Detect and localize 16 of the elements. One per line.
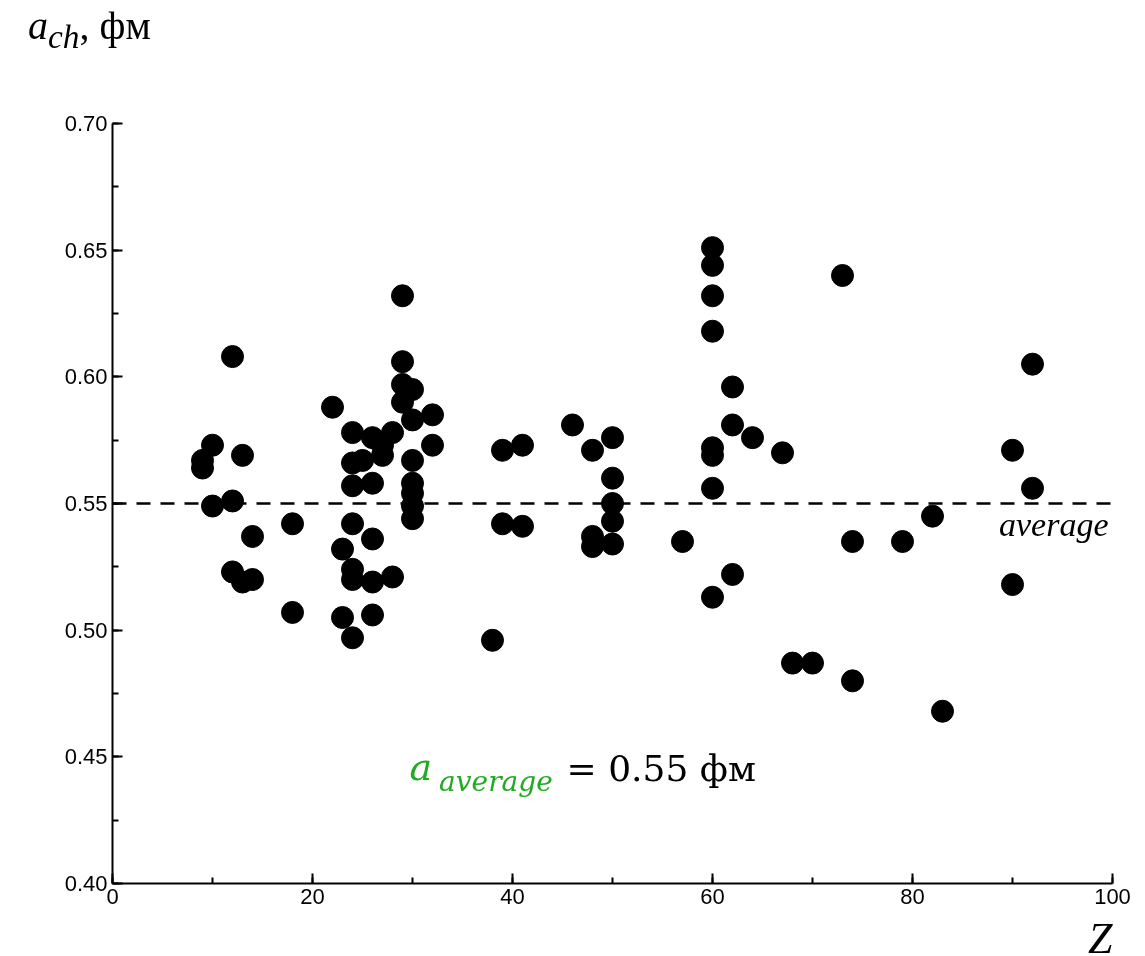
x-axis-title: Z	[1088, 913, 1114, 956]
y-tick-label: 0.55	[64, 491, 108, 516]
y-tick-label: 0.40	[64, 871, 108, 896]
y-tick-label: 0.70	[64, 111, 108, 136]
y-tick-label: 0.60	[64, 364, 108, 390]
x-tick-label: 40	[500, 883, 525, 909]
x-tick-label: 100	[1094, 883, 1131, 909]
ref-line-label: average	[999, 505, 1109, 543]
y-tick-label: 0.45	[64, 744, 108, 770]
y-tick-label: 0.65	[64, 237, 108, 263]
y-tick-label: 0.50	[64, 617, 108, 643]
x-tick-label: 0	[106, 883, 119, 909]
x-tick-label: 20	[300, 883, 325, 909]
x-tick-label: 60	[700, 883, 725, 909]
x-tick-label: 80	[900, 883, 925, 909]
y-axis-title: a$_{ch}$, фм	[28, 3, 151, 55]
